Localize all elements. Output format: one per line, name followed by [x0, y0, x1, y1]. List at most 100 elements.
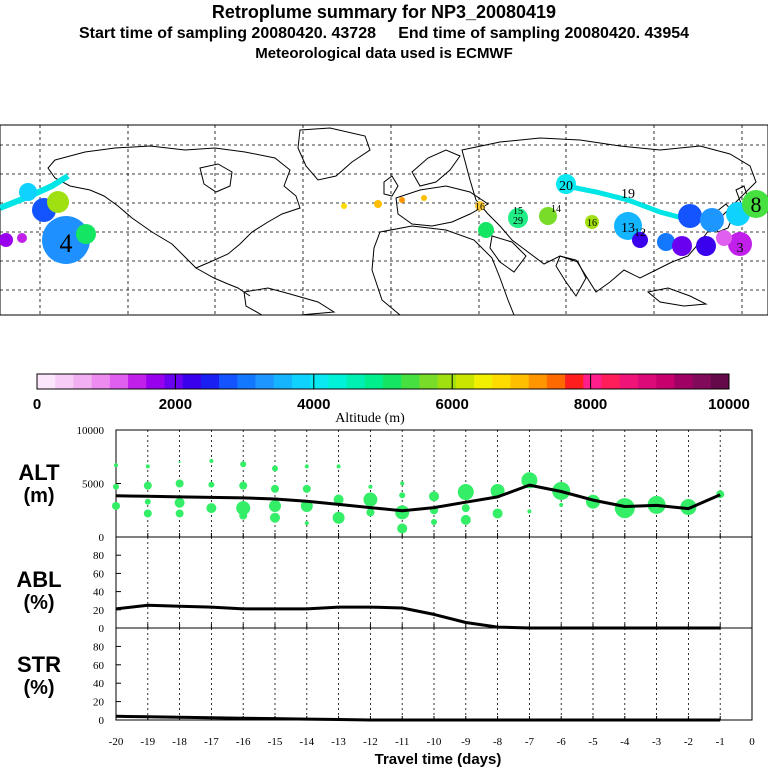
- altitude-marker: [304, 464, 309, 469]
- colorbar-swatch: [237, 374, 256, 389]
- colorbar-swatch: [91, 374, 111, 389]
- y-tick-label: 80: [93, 550, 105, 562]
- colorbar-swatch: [455, 374, 475, 389]
- coastline-arabia: [489, 235, 527, 273]
- plume-blob: [632, 232, 648, 248]
- altitude-marker: [271, 484, 279, 493]
- altitude-marker: [333, 494, 344, 505]
- altitude-marker: [143, 481, 152, 490]
- y-tick-label: 20: [93, 697, 105, 709]
- altitude-marker: [397, 523, 408, 534]
- plume-day-label: 15: [513, 206, 523, 217]
- coastline-indonesia: [646, 287, 708, 307]
- plume-blob: [556, 174, 576, 194]
- altitude-marker: [368, 484, 373, 489]
- time-series-panels: 1000050000ALT(m)806040200ABL(%)806040200…: [16, 425, 755, 768]
- colorbar-swatch: [546, 374, 566, 389]
- coastline-greenland: [297, 127, 371, 181]
- page-title: Retroplume summary for NP3_20080419: [211, 2, 557, 22]
- altitude-marker: [112, 501, 120, 510]
- altitude-marker: [336, 464, 341, 469]
- alt-unit: (m): [23, 485, 54, 507]
- altitude-marker: [269, 499, 281, 512]
- altitude-marker: [399, 492, 406, 499]
- y-tick-label: 40: [93, 587, 105, 599]
- x-axis-title: Travel time (days): [375, 751, 502, 768]
- altitude-marker: [429, 491, 439, 502]
- altitude-marker: [239, 511, 248, 520]
- colorbar-swatch: [200, 374, 220, 389]
- x-tick-label: -13: [331, 736, 346, 748]
- plume-centroids: [0, 174, 768, 264]
- plume-blob: [341, 203, 347, 209]
- y-tick-label: 60: [93, 568, 105, 580]
- coastline-india: [555, 255, 587, 297]
- altitude-marker: [145, 464, 150, 469]
- colorbar-tick-label: 2000: [159, 396, 192, 413]
- colorbar-swatch: [419, 374, 438, 389]
- colorbar-swatch: [710, 374, 730, 389]
- map-gridlines: [0, 125, 768, 315]
- altitude-marker: [363, 492, 378, 507]
- x-tick-label: -5: [588, 736, 598, 748]
- colorbar-swatch: [182, 374, 202, 389]
- colorbar-swatch: [510, 374, 529, 389]
- x-tick-label: -16: [236, 736, 251, 748]
- altitude-marker: [175, 479, 184, 488]
- coastline-europe: [395, 185, 489, 227]
- altitude-marker: [240, 461, 247, 468]
- plume-track-east: [565, 183, 691, 223]
- plume-blob: [539, 207, 557, 225]
- y-tick-label: 10000: [77, 425, 105, 437]
- plume-blob: [678, 204, 702, 228]
- plume-blob: [0, 233, 13, 247]
- plume-day-label: 20: [559, 179, 573, 194]
- colorbar-swatch: [164, 374, 183, 389]
- sampling-times: Start time of sampling 20080420. 43728 E…: [78, 25, 690, 42]
- x-tick-label: -6: [557, 736, 567, 748]
- alt-series-line: [115, 483, 721, 513]
- y-tick-label: 5000: [82, 479, 105, 491]
- coastline-africa: [371, 225, 515, 316]
- altitude-marker: [460, 514, 471, 525]
- y-tick-label: 20: [93, 605, 105, 617]
- altitude-marker: [208, 481, 215, 488]
- altitude-marker: [206, 503, 217, 514]
- x-tick-label: -20: [109, 736, 124, 748]
- altitude-marker: [527, 509, 532, 514]
- colorbar-frame: [36, 373, 730, 390]
- x-tick-label: -19: [140, 736, 155, 748]
- plume-blob: [672, 236, 692, 256]
- colorbar-swatch: [255, 374, 275, 389]
- altitude-marker: [143, 509, 152, 518]
- colorbar-swatch: [383, 374, 402, 389]
- x-tick-label: -10: [427, 736, 442, 748]
- abl-panel: 80 60 40 20 0 ABL(%): [16, 536, 753, 635]
- plume-blob: [657, 233, 675, 251]
- coastline-asia: [461, 137, 757, 293]
- plume-day-label: 16: [475, 202, 485, 213]
- altitude-marker: [431, 519, 437, 526]
- plume-blob: [478, 222, 494, 238]
- abl-unit: (%): [23, 592, 54, 614]
- colorbar-swatch: [437, 374, 457, 389]
- altitude-marker: [395, 505, 410, 520]
- x-tick-label: -2: [684, 736, 693, 748]
- x-tick-label: -18: [172, 736, 187, 748]
- colorbar-title: Altitude (m): [335, 411, 405, 426]
- colorbar-swatch: [474, 374, 493, 389]
- str-unit: (%): [23, 677, 54, 699]
- plume-blob: [17, 233, 27, 243]
- plume-blob: [76, 224, 96, 244]
- altitude-marker: [178, 461, 181, 464]
- colorbar-swatch: [364, 374, 384, 389]
- y-tick-label: 0: [99, 532, 105, 544]
- plume-blob: [508, 208, 528, 228]
- plume-blob: [696, 236, 716, 256]
- plume-day-label: 8: [751, 192, 762, 217]
- coastline-north-america: [47, 145, 301, 269]
- y-tick-label: 0: [99, 623, 105, 635]
- colorbar-swatch: [273, 374, 293, 389]
